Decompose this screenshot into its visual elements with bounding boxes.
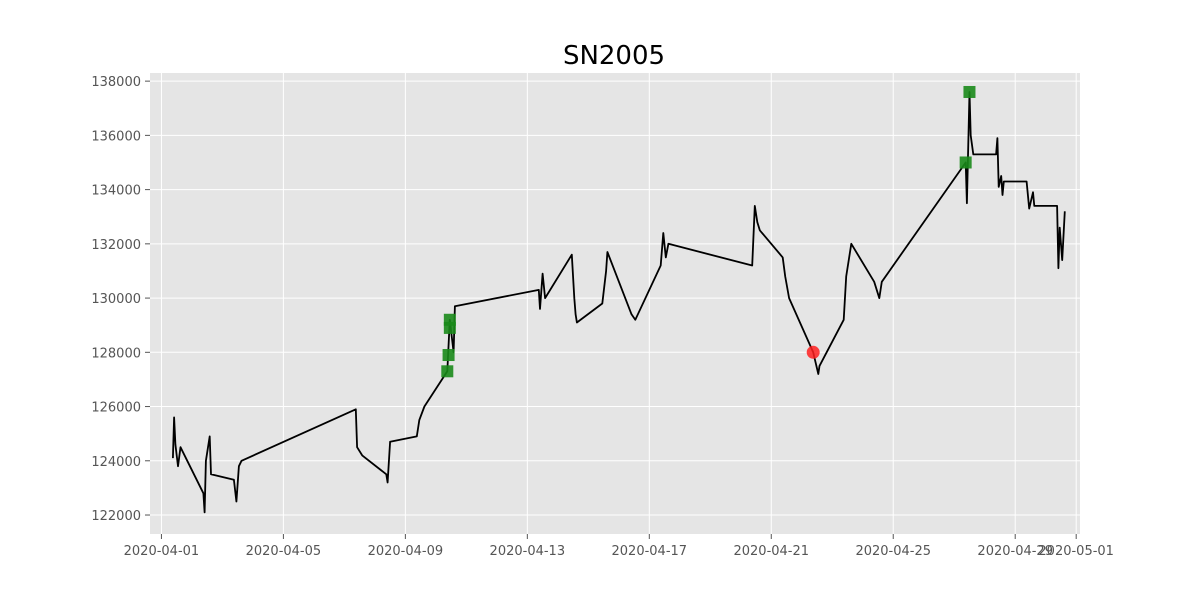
x-tick-label: 2020-04-05	[246, 544, 322, 559]
y-tick-label: 138000	[91, 75, 141, 90]
y-axis: 122000 124000 126000 128000 130000 132000 1340…	[91, 75, 150, 524]
x-tick-label: 2020-05-01	[1038, 544, 1114, 559]
square-marker	[442, 349, 455, 362]
y-tick-label: 130000	[91, 292, 141, 307]
y-tick-label: 136000	[91, 129, 141, 144]
y-tick-label: 122000	[91, 509, 141, 524]
grid	[150, 73, 1080, 534]
y-tick-label: 126000	[91, 401, 141, 416]
square-marker	[441, 365, 454, 378]
x-tick-label: 2020-04-01	[124, 544, 200, 559]
x-tick-label: 2020-04-25	[855, 544, 931, 559]
plot-area	[150, 73, 1080, 534]
x-tick-label: 2020-04-21	[733, 544, 809, 559]
circle-marker	[806, 345, 820, 359]
y-tick-label: 128000	[91, 346, 141, 361]
x-tick-label: 2020-04-09	[368, 544, 444, 559]
y-tick-label: 134000	[91, 184, 141, 199]
x-tick-label: 2020-04-29	[977, 544, 1053, 559]
chart-title: SN2005	[563, 41, 665, 71]
square-marker	[443, 313, 456, 326]
x-axis: 2020-04-01 2020-04-05 2020-04-09 2020-04-13…	[124, 534, 1114, 559]
square-marker	[959, 156, 972, 169]
markers-group	[441, 85, 976, 378]
series-line	[172, 91, 1066, 514]
x-tick-label: 2020-04-17	[612, 544, 688, 559]
series-group	[172, 91, 1066, 514]
y-tick-label: 132000	[91, 238, 141, 253]
x-tick-label: 2020-04-13	[490, 544, 566, 559]
y-tick-label: 124000	[91, 455, 141, 470]
square-marker	[963, 85, 976, 98]
